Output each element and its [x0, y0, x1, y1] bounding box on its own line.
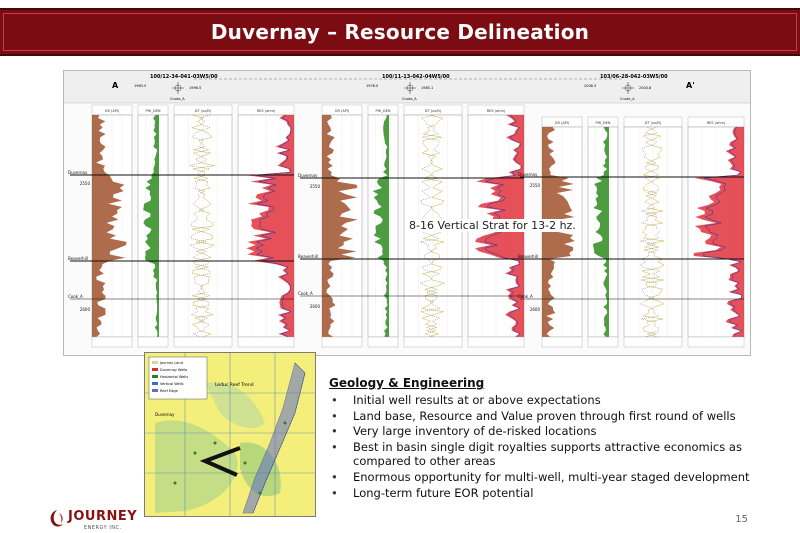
depth-tick: 2600 [80, 307, 91, 312]
well-log-3: GR (API) PHI_DEN DT (us/ft) RES (ohm) Duvern… [518, 116, 745, 348]
legend-item: Reef Edge [160, 389, 178, 393]
formation-top-label: Beaverhill [68, 256, 88, 261]
bullet-list: Initial well results at or above expecta… [329, 393, 769, 500]
resistivity-curve [255, 114, 292, 338]
resistivity-fill [246, 115, 294, 337]
resistivity-fill [693, 127, 744, 337]
curve-label: PHI_DEN [375, 109, 390, 113]
curve-label: DT (us/ft) [195, 109, 212, 113]
well-value: 1978.0 [366, 84, 378, 88]
sonic-curve [190, 114, 216, 338]
well-value: 2004.8 [639, 86, 651, 90]
curve-label: PHI_DEN [145, 109, 160, 113]
depth-tick: 2550 [310, 184, 321, 189]
title-banner-border [3, 13, 797, 51]
legend-item: Duvernay Wells [160, 368, 187, 372]
formation-top-label: Beaverhill [298, 254, 318, 259]
journey-logo: JOURNEY ENERGY INC. [48, 509, 148, 531]
depth-tick: 2600 [530, 307, 541, 312]
curve-label: GR (API) [105, 109, 120, 113]
geology-engineering-section: Geology & Engineering Initial well resul… [329, 376, 769, 501]
formation-top-label: Cook_A [518, 294, 533, 299]
well-uwi: 103/06-28-042-03W5/00 [600, 74, 668, 80]
well-header-3: 103/06-28-042-03W5/00 2006.3 2004.8 Crud… [584, 74, 668, 101]
cross-section-chevron-icon [199, 446, 241, 477]
porosity-fill [592, 127, 609, 337]
depth-tick: 2550 [530, 183, 541, 188]
sonic-curve [641, 126, 665, 338]
formation-top-label: Cook_A [298, 291, 313, 296]
density-curve [189, 114, 211, 338]
well-name: Crude_A [170, 97, 185, 101]
well-value: 1963.5 [134, 84, 146, 88]
legend-item: Horizontal Wells [160, 375, 188, 379]
bullet-item: Long-term future EOR potential [329, 486, 769, 501]
well-uwi: 100/12-34-041-03W5/00 [150, 74, 218, 80]
cross-section-graphic: A A' 100/12-34-041-03W5/00 1963.5 1996.5… [64, 71, 750, 348]
well-uwi: 100/11-13-042-04W5/00 [382, 74, 450, 80]
section-heading: Geology & Engineering [329, 376, 485, 390]
formation-top-label: Beaverhill [518, 254, 538, 259]
map-title: Leduc Reef Trend [215, 382, 254, 388]
map-label: Duvernay [155, 412, 175, 417]
depth-tick: 2600 [310, 304, 321, 309]
formation-top-label: Cook_A [68, 294, 83, 299]
bullet-item: Land base, Resource and Value proven thr… [329, 409, 769, 424]
curve-label: DT (us/ft) [425, 109, 442, 113]
formation-top-label: Duvernay [298, 173, 318, 178]
journey-swirl-icon [50, 510, 63, 527]
bullet-item: Initial well results at or above expecta… [329, 393, 769, 408]
porosity-fill [372, 115, 389, 337]
bullet-item: Best in basin single digit royalties sup… [329, 440, 769, 469]
porosity-fill [143, 115, 159, 337]
bullet-item: Very large inventory of de-risked locati… [329, 424, 769, 439]
logo-wordmark: JOURNEY [68, 509, 138, 524]
gamma-fill [92, 115, 127, 337]
legend-item: Vertical Wells [160, 382, 184, 386]
gamma-fill [542, 127, 576, 337]
slide-title: Duvernay – Resource Delineation [210, 20, 590, 44]
section-end-label: A' [686, 81, 695, 90]
well-value: 2006.3 [584, 84, 596, 88]
legend-item: Journey Land [159, 361, 183, 365]
resistivity-curve [703, 126, 743, 338]
reef-trend-map: Journey Land Duvernay Wells Horizontal W… [144, 352, 316, 517]
formation-top-label: Duvernay [68, 170, 88, 175]
page-number: 15 [735, 514, 748, 525]
logo-subtitle: ENERGY INC. [84, 525, 122, 531]
section-start-label: A [112, 81, 119, 90]
curve-label: RES (ohm) [707, 121, 726, 125]
well-name: Crude_A [620, 97, 635, 101]
well-log-cross-section: A A' 100/12-34-041-03W5/00 1963.5 1996.5… [63, 70, 751, 356]
curve-label: GR (API) [555, 121, 570, 125]
curve-label: PHI_DEN [595, 121, 610, 125]
curve-label: DT (us/ft) [645, 121, 662, 125]
gamma-fill [322, 115, 358, 337]
curve-label: RES (ohm) [257, 109, 276, 113]
well-log-1: GR (API) PHI_DEN DT (us/ft) RES (ohm) Duvern… [68, 104, 295, 348]
density-curve [639, 126, 661, 338]
well-value: 1996.5 [189, 86, 201, 90]
map-legend [148, 356, 208, 400]
well-header-1: 100/12-34-041-03W5/00 1963.5 1996.5 Crud… [134, 74, 218, 101]
curve-label: GR (API) [335, 109, 350, 113]
log-tracks: GR (API) PHI_DEN DT (us/ft) RES (ohm) Duvern… [68, 104, 745, 348]
map-graphic: Journey Land Duvernay Wells Horizontal W… [145, 353, 315, 516]
curve-label: RES (ohm) [487, 109, 506, 113]
well-value: 1985.1 [421, 86, 433, 90]
strat-annotation: 8-16 Vertical Strat for 13-2 hz. [407, 219, 578, 232]
bullet-item: Enormous opportunity for multi-well, mul… [329, 470, 769, 485]
depth-tick: 2550 [80, 181, 91, 186]
formation-top-label: Duvernay [518, 172, 538, 177]
well-header-2: 100/11-13-042-04W5/00 1978.0 1985.1 Crud… [366, 74, 450, 101]
well-name: Crude_A [402, 97, 417, 101]
title-banner: Duvernay – Resource Delineation [0, 8, 800, 56]
